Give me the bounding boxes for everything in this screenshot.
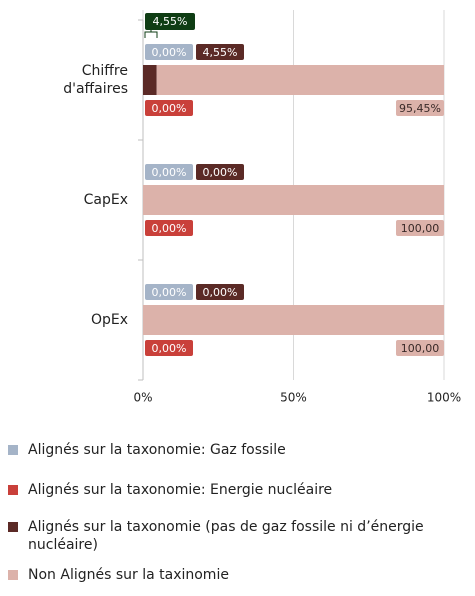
value-label: 0,00% [203,166,238,179]
label-box [145,340,193,356]
legend-label: Alignés sur la taxonomie: Energie nucléa… [28,482,333,498]
value-label: 0,00% [152,102,187,115]
label-box [396,220,444,236]
value-label: 0,00% [152,222,187,235]
label-box [145,100,193,116]
legend-label: Alignés sur la taxonomie: Gaz fossile [28,442,286,458]
label-box [396,100,444,116]
label-box [196,44,244,60]
legend-swatch [8,485,18,495]
value-label: 100,00 [401,342,440,355]
label-box [145,44,193,60]
category-label: CapEx [83,192,128,208]
annotation: 4,55% [153,15,188,28]
value-label: 100,00 [401,222,440,235]
legend-swatch [8,445,18,455]
annotation-box [145,13,195,30]
legend-swatch [8,522,18,532]
value-label: 95,45% [399,102,441,115]
label-box [145,284,193,300]
label-box [396,340,444,356]
annotation-bracket [144,30,158,38]
bar [143,305,444,335]
bar [156,65,444,95]
x-tick-label: 0% [133,391,152,405]
label-box [196,164,244,180]
value-label: 0,00% [203,286,238,299]
legend-swatch [8,570,18,580]
legend-label: Non Alignés sur la taxinomie [28,567,229,583]
label-box [196,284,244,300]
category-label: OpEx [90,312,128,328]
x-tick-label: 100% [427,391,461,405]
bar [143,185,444,215]
bar [143,65,157,95]
label-box [145,164,193,180]
value-label: 4,55% [203,46,238,59]
legend-label: Alignés sur la taxonomie (pas de gaz fos… [28,519,424,553]
label-box [145,220,193,236]
value-label: 0,00% [152,342,187,355]
category-label: Chiffre d'affaires [63,63,128,97]
value-label: 0,00% [152,286,187,299]
x-tick-label: 50% [280,391,307,405]
value-label: 0,00% [152,46,187,59]
value-label: 0,00% [152,166,187,179]
